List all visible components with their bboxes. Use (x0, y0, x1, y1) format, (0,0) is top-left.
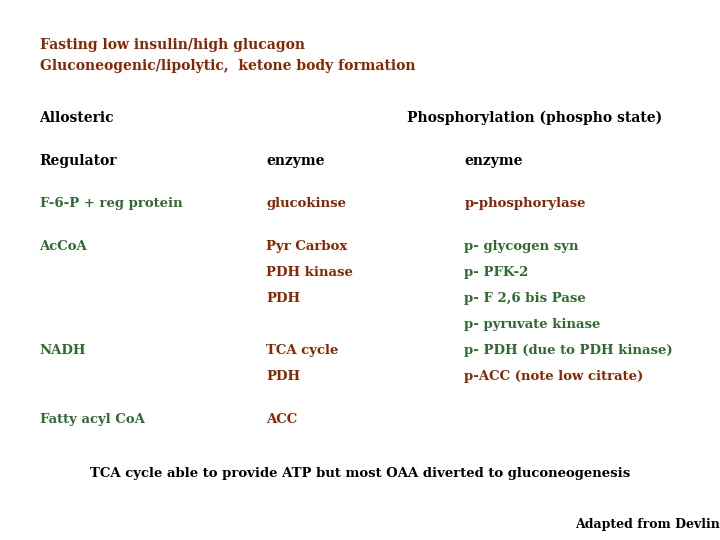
Text: Fasting low insulin/high glucagon: Fasting low insulin/high glucagon (40, 38, 305, 52)
Text: p-phosphorylase: p-phosphorylase (464, 197, 586, 210)
Text: ACC: ACC (266, 413, 297, 426)
Text: p- PFK-2: p- PFK-2 (464, 266, 528, 279)
Text: PDH kinase: PDH kinase (266, 266, 354, 279)
Text: PDH: PDH (266, 292, 300, 305)
Text: Fatty acyl CoA: Fatty acyl CoA (40, 413, 145, 426)
Text: p- F 2,6 bis Pase: p- F 2,6 bis Pase (464, 292, 586, 305)
Text: glucokinse: glucokinse (266, 197, 346, 210)
Text: Adapted from Devlin: Adapted from Devlin (575, 518, 720, 531)
Text: enzyme: enzyme (266, 154, 325, 168)
Text: Gluconeogenic/lipolytic,  ketone body formation: Gluconeogenic/lipolytic, ketone body for… (40, 59, 415, 73)
Text: Allosteric: Allosteric (40, 111, 114, 125)
Text: NADH: NADH (40, 344, 86, 357)
Text: p-ACC (note low citrate): p-ACC (note low citrate) (464, 370, 644, 383)
Text: Regulator: Regulator (40, 154, 117, 168)
Text: AcCoA: AcCoA (40, 240, 87, 253)
Text: p- pyruvate kinase: p- pyruvate kinase (464, 318, 600, 331)
Text: enzyme: enzyme (464, 154, 523, 168)
Text: Phosphorylation (phospho state): Phosphorylation (phospho state) (407, 111, 662, 125)
Text: p- glycogen syn: p- glycogen syn (464, 240, 579, 253)
Text: PDH: PDH (266, 370, 300, 383)
Text: F-6-P + reg protein: F-6-P + reg protein (40, 197, 182, 210)
Text: TCA cycle: TCA cycle (266, 344, 339, 357)
Text: p- PDH (due to PDH kinase): p- PDH (due to PDH kinase) (464, 344, 673, 357)
Text: Pyr Carbox: Pyr Carbox (266, 240, 348, 253)
Text: TCA cycle able to provide ATP but most OAA diverted to gluconeogenesis: TCA cycle able to provide ATP but most O… (90, 467, 630, 480)
